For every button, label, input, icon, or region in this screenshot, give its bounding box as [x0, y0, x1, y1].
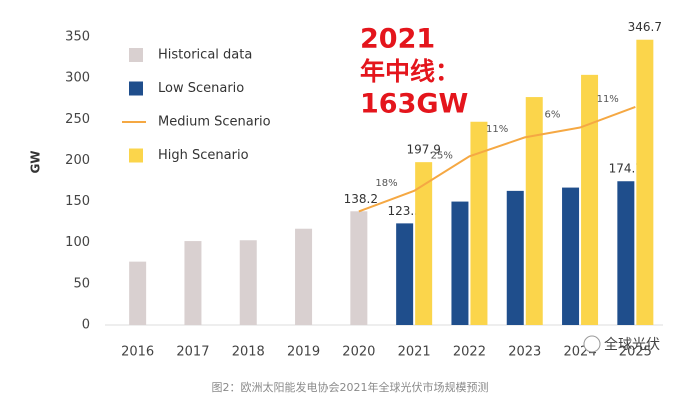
y-tick-label: 350: [65, 30, 90, 45]
y-tick-label: 150: [65, 194, 90, 209]
x-tick-label: 2023: [508, 345, 541, 360]
bar: [506, 190, 524, 325]
growth-label: 25%: [431, 151, 453, 162]
bar: [129, 261, 147, 325]
bar: [295, 228, 313, 325]
data-label: 138.2: [344, 192, 378, 206]
y-tick-label: 300: [65, 71, 90, 86]
bar: [617, 181, 635, 325]
bar: [525, 97, 543, 325]
x-tick-label: 2020: [342, 345, 375, 360]
y-tick-label: 0: [82, 318, 90, 333]
growth-label: 11%: [486, 124, 508, 135]
x-tick-label: 2017: [176, 345, 209, 360]
y-tick-label: 250: [65, 112, 90, 127]
data-label: 197.9: [406, 143, 440, 157]
x-tick-label: 2019: [287, 345, 320, 360]
bar: [451, 201, 469, 325]
annotation: 2021: [360, 24, 435, 55]
x-tick-label: 2022: [453, 345, 486, 360]
bar: [581, 74, 599, 325]
bar: [396, 223, 414, 325]
data-label: 346.7: [628, 20, 662, 34]
y-tick-label: 50: [73, 276, 90, 291]
y-tick-label: 200: [65, 153, 90, 168]
legend-label: Medium Scenario: [158, 115, 271, 130]
legend-label: High Scenario: [158, 148, 249, 163]
y-tick-label: 100: [65, 235, 90, 250]
data-label: 174.7: [609, 162, 643, 176]
watermark-icon: [583, 335, 601, 353]
caption: 图2：欧洲太阳能发电协会2021年全球光伏市场规模预测: [212, 380, 489, 394]
data-label: 123.5: [387, 204, 421, 218]
legend-swatch: [129, 81, 143, 96]
legend-label: Low Scenario: [158, 81, 244, 96]
annotation: 163GW: [360, 89, 468, 120]
growth-label: 6%: [544, 109, 560, 120]
x-tick-label: 2016: [121, 345, 154, 360]
bar: [415, 162, 433, 325]
bar: [562, 187, 580, 325]
x-tick-label: 2021: [398, 345, 431, 360]
bar: [239, 240, 257, 325]
line: [358, 106, 636, 213]
growth-label: 11%: [597, 94, 619, 105]
growth-label: 18%: [375, 178, 397, 189]
annotation: 年中线：: [360, 57, 460, 86]
watermark: 全球光伏: [604, 336, 660, 353]
x-tick-label: 2025: [619, 345, 652, 360]
legend-swatch: [129, 48, 143, 62]
legend-swatch: [129, 148, 143, 163]
x-tick-label: 2018: [232, 345, 265, 360]
bar: [350, 211, 368, 325]
legend-label: Historical data: [158, 48, 252, 63]
bar: [184, 241, 202, 325]
bar: [636, 39, 654, 326]
bar: [470, 121, 488, 325]
y-axis-label: GW: [29, 150, 43, 173]
